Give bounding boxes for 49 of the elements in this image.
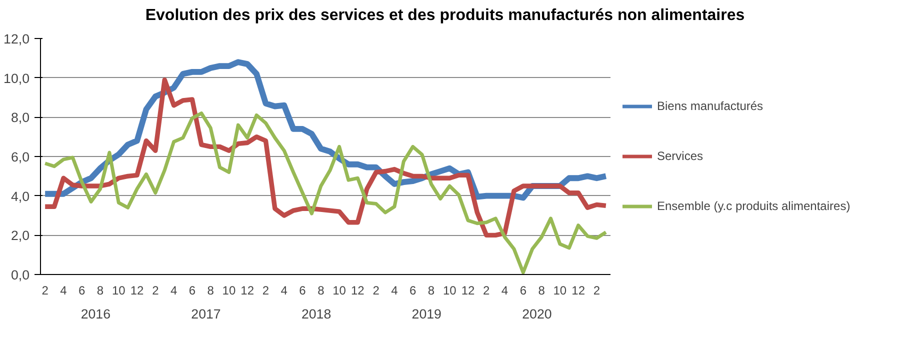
x-tick-label: 12 — [130, 283, 144, 298]
x-tick-label: 6 — [188, 283, 196, 298]
x-tick-label: 4 — [501, 283, 508, 298]
y-tick-label: 10,0 — [4, 70, 30, 86]
y-tick-label: 6,0 — [10, 149, 30, 164]
text: 2016 — [80, 306, 110, 322]
x-tick-label: 6 — [410, 283, 416, 298]
x-tick-label: 8 — [428, 283, 435, 298]
x-tick-label: 10 — [112, 283, 126, 298]
chart-title: Evolution des prix des services et des produits manufacturés non alimentaires — [145, 6, 745, 26]
text: 2019 — [412, 306, 442, 322]
x-tick-label: 2 — [42, 283, 49, 298]
x-tick-label: 12 — [461, 283, 475, 298]
x-tick-label: 10 — [442, 283, 457, 298]
x-tick-label: 12 — [351, 283, 365, 298]
y-tick-label: 2,0 — [10, 228, 30, 244]
x-tick-label: 2 — [483, 283, 490, 298]
x-tick-label: 8 — [207, 283, 214, 298]
legend-label: Biens manufacturés — [657, 98, 764, 113]
x-tick-label: 2 — [152, 283, 160, 298]
x-tick-label: 6 — [299, 283, 306, 298]
y-tick-label: 12,0 — [4, 31, 30, 46]
x-tick-label: 10 — [332, 283, 346, 298]
text: 2020 — [522, 306, 552, 322]
text: 2017 — [191, 306, 221, 322]
text: 2018 — [301, 306, 332, 322]
x-tick-label: 4 — [170, 283, 178, 298]
x-tick-label: 6 — [78, 283, 86, 298]
y-tick-label: 0,0 — [10, 267, 30, 282]
y-tick-label: 8,0 — [10, 110, 30, 126]
x-tick-label: 2 — [372, 283, 380, 298]
x-tick-label: 6 — [520, 283, 527, 298]
x-tick-label: 10 — [553, 283, 567, 298]
x-tick-label: 8 — [96, 283, 104, 298]
x-tick-label: 2 — [262, 283, 270, 298]
x-tick-label: 10 — [222, 283, 236, 298]
x-tick-label: 12 — [572, 283, 586, 298]
x-tick-label: 8 — [538, 283, 546, 298]
y-tick-label: 4,0 — [10, 188, 30, 204]
line-series — [42, 77, 608, 238]
x-tick-label: 12 — [240, 283, 254, 298]
legend-label: Ensemble (y.c produits alimentaires) — [657, 198, 850, 213]
x-tick-label: 4 — [60, 283, 68, 298]
x-tick-label: 4 — [280, 283, 288, 298]
x-tick-label: 8 — [318, 283, 325, 298]
legend-label: Services — [657, 148, 704, 163]
line-series — [43, 111, 608, 274]
x-tick-label: 4 — [391, 283, 398, 298]
x-tick-label: 2 — [593, 283, 600, 298]
